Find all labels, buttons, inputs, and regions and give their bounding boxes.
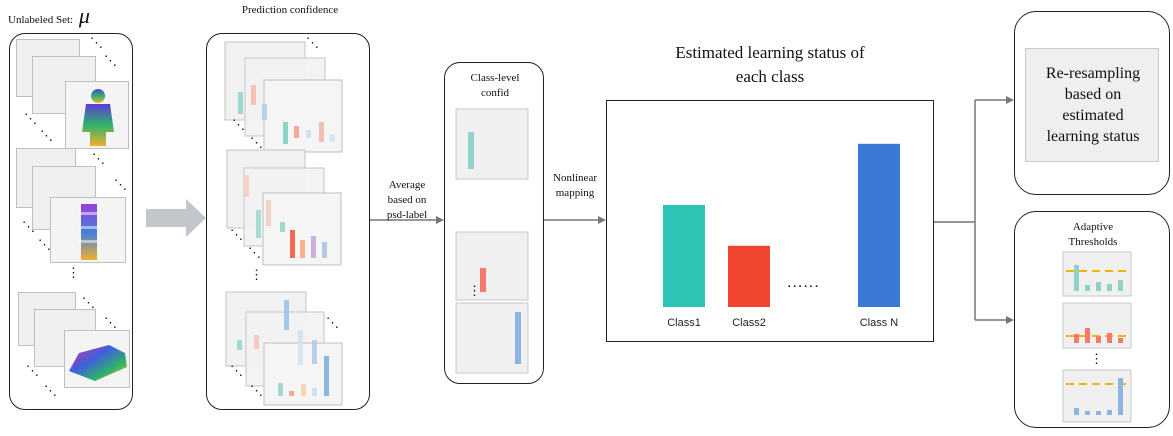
bar-class1 <box>663 205 705 307</box>
class-level-line1: Class-level <box>470 72 520 84</box>
stack-ellipsis: ⋱ <box>248 245 261 260</box>
stack-ellipsis: ⋱ <box>82 295 95 310</box>
adaptive-line2: Thresholds <box>1068 236 1118 248</box>
vertical-ellipsis: ⋮ <box>1090 351 1103 366</box>
resampling-box: Re-resampling based on estimated learnin… <box>1025 48 1159 162</box>
stack-ellipsis: ⋱ <box>230 363 243 378</box>
nonlinear-label: Nonlinear mapping <box>546 171 604 201</box>
stack-ellipsis: ⋱ <box>104 315 117 330</box>
resampling-panel: Re-resampling based on estimated learnin… <box>1014 11 1170 195</box>
resampling-line2: based on <box>1064 86 1122 103</box>
stack-ellipsis: ⋱ <box>114 177 127 192</box>
stack-ellipsis: ⋱ <box>90 35 103 50</box>
stack-ellipsis: ⋱ <box>250 383 263 398</box>
stack-ellipsis: ⋱ <box>326 315 339 330</box>
adaptive-label: Adaptive Thresholds <box>1015 220 1171 250</box>
estimated-title-line2: each class <box>735 67 805 86</box>
class-level-line2: confid <box>480 87 510 99</box>
prediction-confidence-label: Prediction confidence <box>241 4 339 16</box>
stack-ellipsis: ⋱ <box>232 117 245 132</box>
stack-ellipsis: ⋱ <box>230 227 243 242</box>
average-line2: based on <box>387 194 427 206</box>
nonlinear-line1: Nonlinear <box>553 172 597 184</box>
vertical-ellipsis: ⋮ <box>250 267 263 282</box>
average-line3: psd-label <box>386 209 428 221</box>
stack-ellipsis: ⋱ <box>38 237 51 252</box>
mu-symbol: μ <box>78 3 90 28</box>
tick-label-class-n: Class N <box>860 317 899 329</box>
unlabeled-set-panel: ⋱ ⋱ ⋱ ⋱ ⋱ ⋱ ⋱ ⋱ ⋮ ⋱ ⋱ ⋱ ⋱ <box>9 33 133 410</box>
stack-ellipsis: ⋱ <box>40 128 53 143</box>
bar-class2 <box>728 245 770 307</box>
stack-ellipsis: ⋱ <box>306 35 319 50</box>
point-cloud-card <box>50 197 126 263</box>
vertical-ellipsis: ⋮ <box>468 283 481 298</box>
tick-label-class1: Class1 <box>667 317 701 329</box>
estimated-title-line1: Estimated learning status of <box>675 43 865 62</box>
stack-ellipsis: ⋱ <box>22 219 35 234</box>
person-point-cloud-image <box>82 89 114 146</box>
stack-ellipsis: ⋱ <box>104 53 117 68</box>
stack-ellipsis: ⋱ <box>26 363 39 378</box>
estimated-title: Estimated learning status of each class <box>606 41 934 89</box>
car-point-cloud-image <box>69 345 127 381</box>
average-line1: Average <box>388 179 426 191</box>
stack-ellipsis: ⋱ <box>24 111 37 126</box>
tick-label-class2: Class2 <box>732 317 766 329</box>
resampling-line3: estimated <box>1062 107 1124 124</box>
average-label: Average based on psd-label <box>374 178 440 223</box>
point-cloud-card <box>65 81 129 149</box>
estimated-chart-frame <box>606 100 934 342</box>
bar-class-n <box>858 143 900 307</box>
resampling-line1: Re-resampling <box>1045 65 1141 82</box>
resampling-line4: learning status <box>1046 128 1140 145</box>
class-level-label: Class-level confid <box>445 71 545 101</box>
resampling-text: Re-resampling based on estimated learnin… <box>1026 63 1160 147</box>
vertical-ellipsis: ⋮ <box>67 265 80 280</box>
stack-ellipsis: ⋱ <box>92 151 105 166</box>
chart-ellipsis: ...... <box>787 274 820 291</box>
stack-ellipsis: ⋱ <box>250 135 263 150</box>
point-cloud-card <box>64 330 130 388</box>
adaptive-line1: Adaptive <box>1072 221 1114 233</box>
nonlinear-line2: mapping <box>555 187 595 199</box>
stack-ellipsis: ⋱ <box>44 383 57 398</box>
unlabeled-set-label: Unlabeled Set: μ <box>8 3 90 29</box>
tower-point-cloud-image <box>79 204 99 260</box>
unlabeled-set-text: Unlabeled Set: <box>8 14 74 26</box>
